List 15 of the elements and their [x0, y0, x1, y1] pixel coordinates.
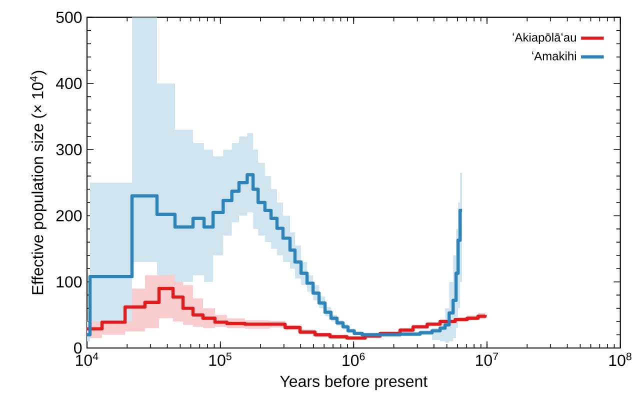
- y-tick-label: 200: [56, 210, 82, 222]
- x-axis-title: Years before present: [280, 375, 428, 390]
- legend-label: ʻAkiapōlāʻau: [512, 32, 576, 44]
- legend-label: ʻAmakihi: [532, 52, 576, 60]
- y-tick-label: 400: [56, 78, 82, 90]
- y-tick-label: 0: [74, 342, 82, 354]
- x-tick-label: 10$^{5}$: [209, 352, 232, 366]
- y-tick-label: 100: [56, 276, 82, 288]
- y-tick-label: 300: [56, 144, 82, 156]
- y-axis-title: Effective population size (× 10$^{4}$): [30, 70, 46, 294]
- x-tick-label: 10$^{8}$: [609, 352, 632, 366]
- x-tick-label: 10$^{4}$: [76, 352, 98, 366]
- x-tick-label: 10$^{7}$: [476, 352, 498, 366]
- x-tick-label: 10$^{6}$: [342, 352, 365, 366]
- y-tick-label: 500: [56, 12, 82, 23]
